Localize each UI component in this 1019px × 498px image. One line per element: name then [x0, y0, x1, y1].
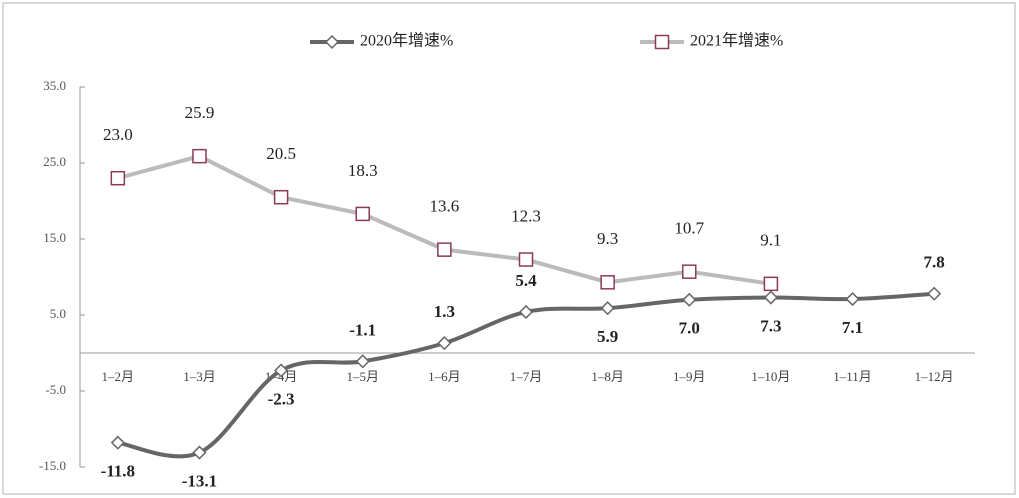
data-point [437, 242, 452, 257]
data-point [274, 363, 289, 378]
data-label: -2.3 [268, 389, 295, 408]
x-tick-label: 1–3月 [183, 369, 216, 384]
data-point [845, 291, 860, 307]
data-label: 23.0 [103, 125, 133, 144]
data-point [682, 292, 697, 307]
data-point [763, 290, 778, 305]
legend-label: 2021年增速% [690, 32, 783, 50]
data-point [192, 148, 207, 164]
x-tick-label: 1–5月 [346, 369, 379, 384]
data-point [600, 301, 615, 316]
data-label: 9.1 [760, 231, 781, 250]
data-label: 13.6 [429, 197, 459, 216]
data-label: 10.7 [674, 219, 704, 238]
data-label: 18.3 [348, 161, 378, 180]
data-point [110, 170, 126, 186]
data-point [763, 276, 779, 292]
x-tick-label: 1–6月 [428, 369, 461, 384]
y-tick-label: 35.0 [43, 78, 66, 93]
data-point [600, 275, 615, 290]
data-label: 1.3 [434, 302, 455, 321]
data-point [355, 354, 370, 369]
data-label: 7.0 [679, 319, 700, 338]
y-tick-label: -5.0 [45, 382, 66, 397]
data-label: 25.9 [185, 103, 215, 122]
data-label: -1.1 [349, 320, 376, 339]
x-tick-label: 1–9月 [673, 369, 706, 384]
x-tick-label: 1–2月 [102, 369, 135, 384]
y-tick-label: 25.0 [43, 154, 66, 169]
data-label: 7.8 [924, 253, 945, 272]
y-tick-label: 15.0 [43, 230, 66, 245]
legend-label: 2020年增速% [360, 32, 453, 50]
data-label: 7.3 [760, 316, 781, 335]
x-tick-label: 1–7月 [510, 369, 543, 384]
data-point [682, 264, 697, 279]
data-point [518, 252, 534, 267]
legend-marker [324, 34, 340, 50]
data-point [437, 336, 452, 351]
y-tick-label: -15.0 [39, 458, 66, 473]
series-line [117, 154, 772, 286]
data-label: 5.9 [597, 327, 618, 346]
x-tick-label: 1–8月 [591, 369, 624, 384]
legend-marker [654, 34, 670, 50]
data-point [927, 286, 942, 301]
y-tick-label: 5.0 [50, 306, 66, 321]
x-tick-label: 1–11月 [833, 369, 872, 384]
data-point [110, 435, 125, 450]
data-label: 5.4 [515, 271, 537, 290]
data-label: 20.5 [266, 144, 296, 163]
data-label: -11.8 [101, 462, 135, 481]
data-point [273, 189, 289, 205]
data-label: 12.3 [511, 206, 541, 225]
data-point [355, 206, 370, 222]
x-tick-label: 1–12月 [915, 369, 954, 384]
x-tick-label: 1–10月 [751, 369, 790, 384]
data-label: -13.1 [182, 471, 217, 490]
data-point [518, 304, 534, 320]
data-label: 9.3 [597, 229, 618, 248]
data-label: 7.1 [842, 318, 863, 337]
data-point [192, 445, 207, 460]
